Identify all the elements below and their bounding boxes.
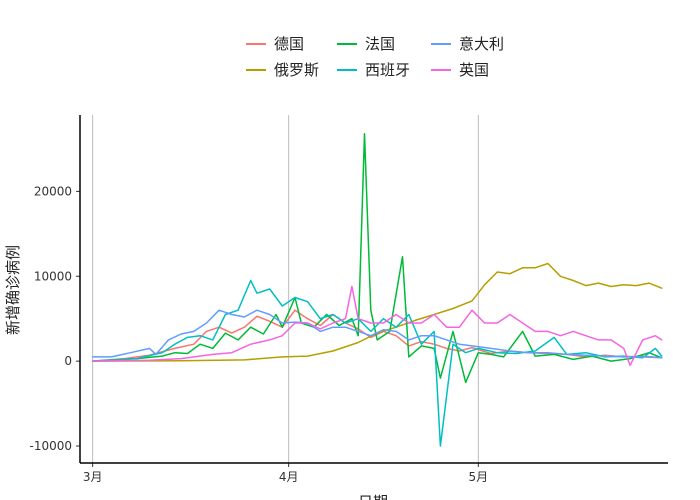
y-tick-label: -10000 <box>29 439 72 453</box>
series-line-4 <box>91 279 663 447</box>
legend-label: 西班牙 <box>365 61 410 79</box>
x-tick-label: 3月 <box>83 470 103 484</box>
legend-label: 德国 <box>274 35 304 53</box>
series-layer <box>91 132 663 447</box>
gridlines <box>92 115 479 463</box>
y-tick-label: 20000 <box>34 184 72 198</box>
series-line-6 <box>91 285 663 367</box>
x-tick-label: 4月 <box>279 470 299 484</box>
legend-label: 法国 <box>365 35 395 53</box>
legend-label: 英国 <box>459 61 489 79</box>
x-tick-label: 5月 <box>469 470 489 484</box>
legend-label: 意大利 <box>459 35 504 53</box>
series-line-5 <box>91 309 663 359</box>
series-line-2 <box>91 262 663 362</box>
y-tick-label: 10000 <box>34 269 72 283</box>
legend-label: 俄罗斯 <box>274 61 319 79</box>
series-line-3 <box>91 132 663 384</box>
axes <box>76 115 668 467</box>
y-tick-label: 0 <box>64 354 72 368</box>
x-axis-title: 日期 <box>358 493 388 500</box>
y-axis-title: 新增确诊病例 <box>4 245 22 335</box>
tick-labels: 3月 4月 5月 -10000 0 10000 20000 <box>29 184 488 484</box>
